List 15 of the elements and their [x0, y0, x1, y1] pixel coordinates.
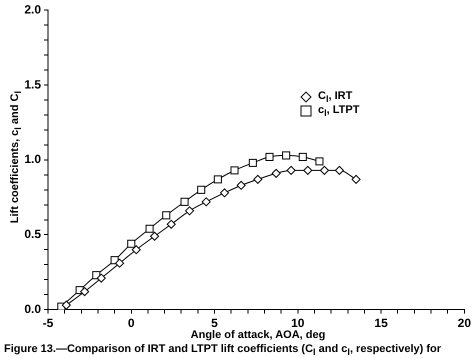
- y-tick-label: 1.0: [24, 152, 42, 166]
- x-tick-label: -5: [42, 316, 54, 330]
- x-tick-label: 0: [128, 316, 135, 330]
- y-tick-label: 2.0: [24, 2, 42, 17]
- x-axis-title: Angle of attack, AOA, deg: [190, 329, 326, 341]
- y-tick-label: 1.5: [24, 77, 42, 92]
- x-tick-label: 5: [211, 316, 218, 330]
- x-tick-label: 15: [374, 316, 388, 330]
- y-tick-label: 0.0: [24, 302, 42, 316]
- legend-label: C$_{l}$, IRT: [318, 90, 352, 104]
- x-tick-label: 20: [458, 316, 472, 330]
- x-tick-label: 10: [291, 316, 305, 330]
- legend-label: c$_{l}$, LTPT: [318, 104, 360, 118]
- y-tick-label: 0.5: [24, 227, 42, 242]
- caption: Figure 13.—Comparison of IRT and LTPT lift coefficients (C$_{l}$ and c$_{l}$, respectively) for: [4, 343, 442, 358]
